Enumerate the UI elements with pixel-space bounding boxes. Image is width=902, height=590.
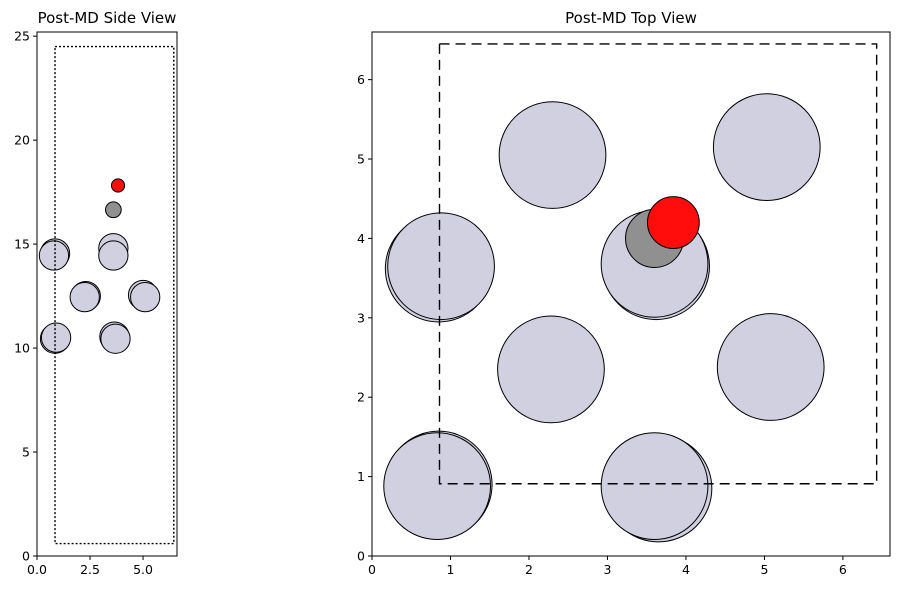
top-view-y-tick-label: 1 <box>357 469 365 484</box>
side-view-title: Post-MD Side View <box>38 9 177 27</box>
side-view-atom <box>110 178 126 193</box>
top-view-y-tick-label: 3 <box>357 310 365 325</box>
side-view-axes-frame <box>36 31 178 557</box>
top-view-x-tick-label: 6 <box>839 562 847 577</box>
top-view-atom <box>387 212 495 321</box>
top-view-y-tick-label: 5 <box>357 152 365 167</box>
top-view-axes-frame <box>371 31 891 557</box>
side-view-panel: 0.0 2.5 5.0 0 5 10 15 20 25 Post-MD Side View <box>14 9 178 577</box>
side-view-x-tick-label: 5.0 <box>133 562 153 577</box>
top-view-y-tick-label: 6 <box>357 72 365 87</box>
top-view-x-tick-label: 1 <box>447 562 455 577</box>
top-view-y-tick-label: 0 <box>357 549 365 564</box>
side-view-atom <box>130 281 161 313</box>
top-view-atom <box>383 432 492 541</box>
top-view-atom <box>498 101 607 209</box>
top-view-title: Post-MD Top View <box>565 9 697 27</box>
side-view-y-tick-label: 25 <box>14 29 30 44</box>
side-view-atoms <box>38 178 161 354</box>
top-view-y-tick-label: 4 <box>357 231 365 246</box>
top-view-y-tick-label: 2 <box>357 390 365 405</box>
side-view-x-tick-label: 0.0 <box>27 562 47 577</box>
side-view-atom <box>40 322 72 353</box>
side-view-y-tick-label: 5 <box>22 445 30 460</box>
side-view-y-tick-label: 20 <box>14 133 30 148</box>
top-view-panel: 0 1 2 3 4 5 6 0 1 2 3 4 5 6 Post-MD Top View <box>357 9 891 577</box>
top-view-x-tick-label: 4 <box>682 562 690 577</box>
side-view-atom <box>38 240 70 271</box>
top-view-atom <box>646 196 700 249</box>
side-view-x-tick-label: 2.5 <box>80 562 100 577</box>
top-view-atom <box>600 432 709 541</box>
top-view-atoms <box>383 93 825 543</box>
top-view-x-tick-label: 2 <box>525 562 533 577</box>
top-view-x-tick-label: 5 <box>760 562 768 577</box>
side-view-y-tick-label: 15 <box>14 237 30 252</box>
top-view-x-tick-label: 0 <box>368 562 376 577</box>
side-view-atom <box>105 201 122 219</box>
side-view-y-tick-label: 10 <box>14 341 30 356</box>
side-view-atom <box>98 240 129 271</box>
top-view-cell-boundary <box>438 43 878 485</box>
top-view-atom <box>716 313 825 421</box>
side-view-atom <box>100 323 131 354</box>
top-view-atom <box>497 315 605 424</box>
top-view-x-tick-label: 3 <box>603 562 611 577</box>
side-view-y-tick-label: 0 <box>22 549 30 564</box>
top-view-atom <box>712 93 821 201</box>
side-view-atom <box>69 281 100 313</box>
